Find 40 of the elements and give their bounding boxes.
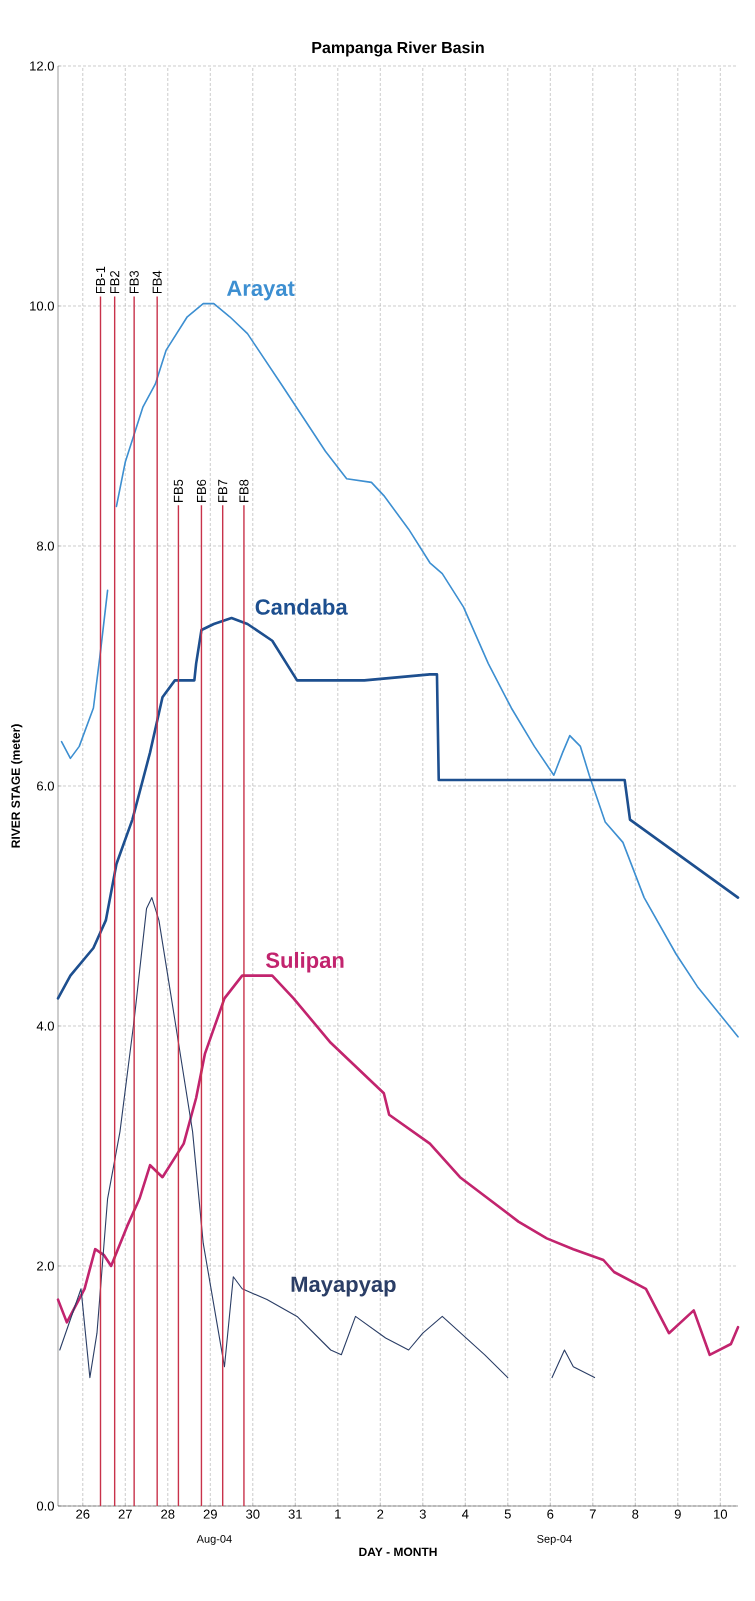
- ref-line-label: FB2: [110, 271, 120, 294]
- x-tick-label: 1: [335, 1509, 341, 1519]
- x-tick-label: 4: [461, 1509, 469, 1519]
- ref-line-label: FB7: [218, 479, 228, 502]
- x-tick-label: 8: [632, 1509, 639, 1519]
- ref-line-label: FB4: [152, 270, 162, 294]
- x-tick-label: 10: [714, 1509, 728, 1519]
- series-label: Arayat: [226, 280, 295, 301]
- y-tick-label: 12.0: [30, 61, 54, 71]
- x-tick-label: 28: [161, 1509, 175, 1519]
- y-tick-label: 6.0: [37, 781, 54, 791]
- y-axis-title: RIVER STAGE (meter): [11, 724, 23, 848]
- series-label: Candaba: [255, 598, 348, 615]
- series-label: Sulipan: [266, 951, 344, 973]
- x-tick-label: 27: [118, 1509, 132, 1519]
- text: Aug-04: [196, 1535, 232, 1545]
- y-tick-label: 0.0: [36, 1501, 54, 1511]
- ref-line-label: FB8: [239, 479, 249, 502]
- y-tick-label: 2.0: [37, 1261, 54, 1271]
- x-tick-label: 29: [203, 1509, 217, 1519]
- ref-line-label: FB-1: [96, 266, 105, 294]
- y-tick-label: 10.0: [30, 301, 54, 311]
- y-tick-label: 8.0: [36, 541, 54, 551]
- x-tick-label: 6: [547, 1509, 554, 1519]
- x-tick-label: 3: [419, 1509, 426, 1519]
- x-tick-label: 7: [589, 1509, 596, 1519]
- x-tick-label: 5: [504, 1509, 511, 1519]
- x-tick-label: 30: [246, 1509, 260, 1519]
- ref-line-label: FB6: [196, 479, 207, 502]
- x-tick-label: 31: [288, 1509, 302, 1519]
- chart-title: Pampanga River Basin: [312, 41, 484, 57]
- text: Sep-04: [537, 1535, 572, 1545]
- y-tick-label: 4.0: [36, 1021, 54, 1031]
- x-tick-label: 26: [76, 1509, 90, 1519]
- ref-line-label: FB5: [173, 479, 183, 502]
- ref-line-label: FB3: [129, 270, 139, 294]
- series-label: Mayapyap: [291, 1276, 396, 1297]
- x-axis-title: DAY - MONTH: [359, 1547, 437, 1557]
- x-tick-label: 2: [377, 1509, 384, 1519]
- x-tick-label: 9: [674, 1509, 681, 1519]
